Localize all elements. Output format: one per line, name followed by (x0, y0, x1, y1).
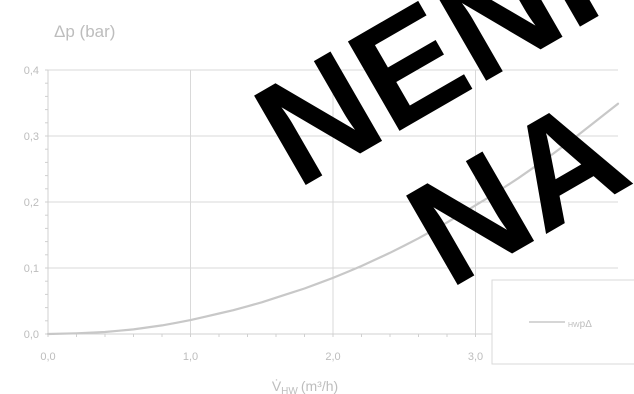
y-tick-label: 0,0 (24, 329, 39, 341)
legend-entry: HWpΔ (568, 319, 592, 330)
x-tick-label: 0,0 (40, 351, 55, 363)
legend: HWpΔ (491, 279, 634, 365)
grid (48, 69, 618, 334)
watermark: NENÍ NA (229, 0, 634, 318)
x-tick-label: 1,0 (183, 351, 198, 363)
x-axis-title-sub: HW (281, 386, 298, 394)
y-tick-label: 0,2 (24, 197, 39, 209)
series (46, 102, 620, 336)
y-tick-label: 0,4 (24, 65, 39, 77)
x-axis-title: V̇HW (m³/h) (272, 378, 338, 394)
x-axis-title-unit: (m³/h) (301, 378, 338, 394)
y-axis-title: Δp (bar) (54, 22, 115, 41)
y-tick-label: 0,1 (24, 263, 39, 275)
legend-entry-main: pΔ (580, 319, 593, 330)
x-tick-label: 3,0 (468, 351, 483, 363)
series-line-0 (46, 102, 620, 336)
x-axis-title-base: V̇ (272, 378, 282, 394)
y-tick-label: 0,3 (24, 131, 39, 143)
legend-entry-sub: HW (568, 322, 580, 329)
x-tick-label: 2,0 (325, 351, 340, 363)
